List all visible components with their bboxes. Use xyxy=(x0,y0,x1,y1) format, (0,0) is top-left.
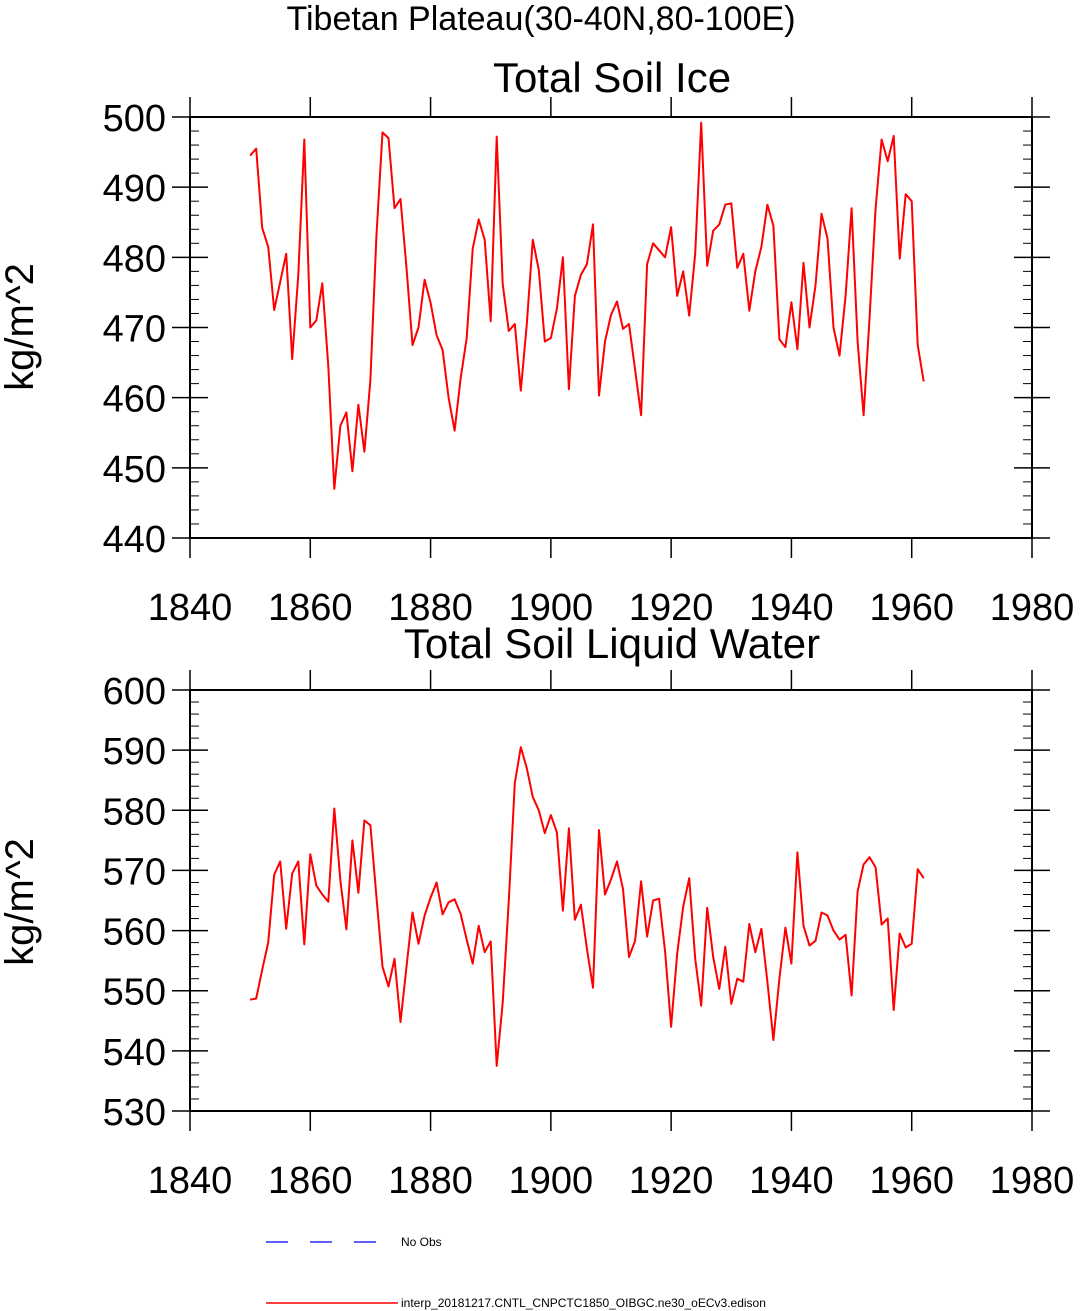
x-tick-label: 1960 xyxy=(869,587,954,629)
x-tick-labels: 1840 1860 1880 1900 1920 1940 1960 1980 xyxy=(148,587,1075,629)
legend-label: interp_20181217.CNTL_CNPCTC1850_OIBGC.ne… xyxy=(401,1296,766,1310)
y-tick-label: 570 xyxy=(103,851,166,893)
x-tick-label: 1940 xyxy=(749,1160,834,1202)
data-series xyxy=(249,121,925,490)
y-tick-label: 530 xyxy=(103,1092,166,1134)
legend-item-model-run: interp_20181217.CNTL_CNPCTC1850_OIBGC.ne… xyxy=(266,1296,766,1310)
legend-item-no-obs: No Obs xyxy=(266,1235,442,1249)
y-tick-label: 580 xyxy=(103,791,166,833)
x-tick-label: 1920 xyxy=(629,587,714,629)
y-tick-label: 590 xyxy=(103,731,166,773)
x-tick-label: 1940 xyxy=(749,587,834,629)
y-tick-label: 480 xyxy=(103,238,166,280)
legend: No Obs interp_20181217.CNTL_CNPCTC1850_O… xyxy=(266,1235,766,1310)
legend-label: No Obs xyxy=(401,1235,442,1249)
y-tick-label: 450 xyxy=(103,449,166,491)
series-line xyxy=(249,746,925,1067)
y-tick-label: 540 xyxy=(103,1032,166,1074)
tick-marks xyxy=(172,97,1050,558)
series-line xyxy=(249,121,925,490)
x-tick-label: 1880 xyxy=(388,1160,473,1202)
panel-total-soil-ice: Total Soil Ice kg/m^2 440 450 460 470 480 490… xyxy=(0,54,1074,629)
x-tick-labels: 1840 1860 1880 1900 1920 1940 1960 1980 xyxy=(148,1160,1075,1202)
panel-total-soil-liquid-water: Total Soil Liquid Water kg/m^2 530 540 550… xyxy=(0,620,1074,1202)
x-tick-label: 1980 xyxy=(990,587,1075,629)
tick-marks xyxy=(172,670,1050,1131)
chart-title: Total Soil Ice xyxy=(493,54,731,101)
x-tick-label: 1860 xyxy=(268,1160,353,1202)
x-tick-label: 1900 xyxy=(509,1160,594,1202)
y-tick-label: 490 xyxy=(103,168,166,210)
y-tick-label: 550 xyxy=(103,972,166,1014)
plot-frame xyxy=(189,689,1033,1112)
y-tick-label: 500 xyxy=(103,98,166,140)
y-tick-labels: 530 540 550 560 570 580 590 600 xyxy=(103,671,166,1134)
x-tick-label: 1840 xyxy=(148,587,233,629)
y-tick-labels: 440 450 460 470 480 490 500 xyxy=(103,98,166,561)
x-tick-label: 1880 xyxy=(388,587,473,629)
y-tick-label: 460 xyxy=(103,379,166,421)
y-tick-label: 440 xyxy=(103,519,166,561)
page-title: Tibetan Plateau(30-40N,80-100E) xyxy=(286,0,795,38)
x-tick-label: 1920 xyxy=(629,1160,714,1202)
plot-frame xyxy=(189,116,1033,539)
y-axis-label: kg/m^2 xyxy=(0,838,42,966)
data-series xyxy=(249,746,925,1067)
chart-title: Total Soil Liquid Water xyxy=(404,620,820,667)
y-tick-label: 560 xyxy=(103,912,166,954)
x-tick-label: 1980 xyxy=(990,1160,1075,1202)
y-tick-label: 470 xyxy=(103,309,166,351)
x-tick-label: 1840 xyxy=(148,1160,233,1202)
x-tick-label: 1960 xyxy=(869,1160,954,1202)
x-tick-label: 1860 xyxy=(268,587,353,629)
y-axis-label: kg/m^2 xyxy=(0,263,42,391)
x-tick-label: 1900 xyxy=(509,587,594,629)
y-tick-label: 600 xyxy=(103,671,166,713)
